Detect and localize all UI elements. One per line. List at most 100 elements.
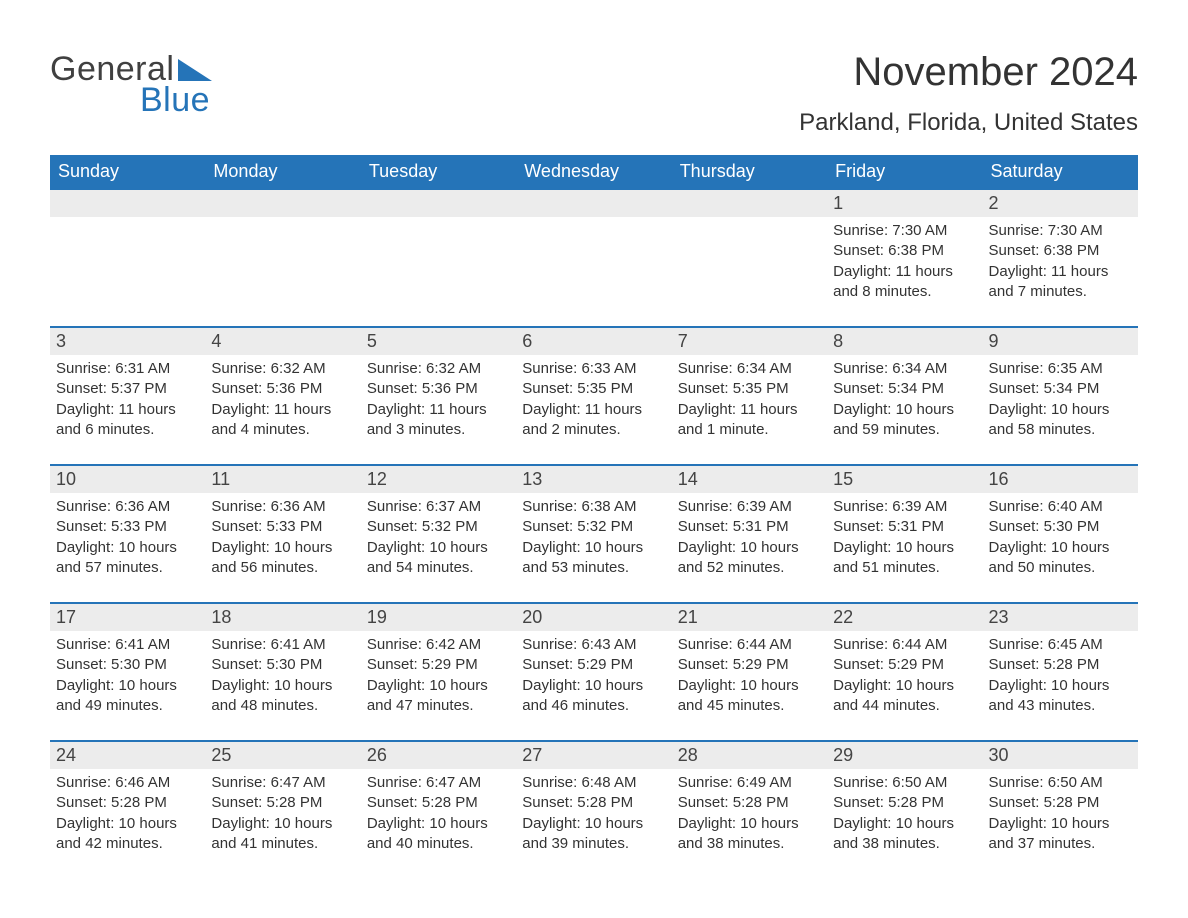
day-content: Sunrise: 6:39 AMSunset: 5:31 PMDaylight:… (672, 493, 827, 602)
daylight-text: Daylight: 11 hours and 1 minute. (678, 400, 821, 441)
week-row: 10Sunrise: 6:36 AMSunset: 5:33 PMDayligh… (50, 465, 1138, 603)
sunset-text: Sunset: 6:38 PM (989, 241, 1132, 261)
day-cell: 15Sunrise: 6:39 AMSunset: 5:31 PMDayligh… (827, 465, 982, 603)
week-row: 1Sunrise: 7:30 AMSunset: 6:38 PMDaylight… (50, 189, 1138, 327)
day-content: Sunrise: 6:47 AMSunset: 5:28 PMDaylight:… (361, 769, 516, 878)
brand-word2: Blue (140, 81, 212, 120)
empty-content (361, 217, 516, 307)
sunrise-text: Sunrise: 6:50 AM (833, 773, 976, 793)
day-content: Sunrise: 6:50 AMSunset: 5:28 PMDaylight:… (827, 769, 982, 878)
daylight-text: Daylight: 10 hours and 44 minutes. (833, 676, 976, 717)
sunset-text: Sunset: 5:28 PM (56, 793, 199, 813)
month-title: November 2024 (799, 50, 1138, 95)
daylight-text: Daylight: 10 hours and 54 minutes. (367, 538, 510, 579)
sunrise-text: Sunrise: 6:31 AM (56, 359, 199, 379)
dayheader-sunday: Sunday (50, 155, 205, 189)
day-number: 29 (827, 742, 982, 769)
sunrise-text: Sunrise: 6:36 AM (56, 497, 199, 517)
day-number: 27 (516, 742, 671, 769)
day-number: 25 (205, 742, 360, 769)
sunrise-text: Sunrise: 6:48 AM (522, 773, 665, 793)
sunrise-text: Sunrise: 6:41 AM (211, 635, 354, 655)
day-content: Sunrise: 6:35 AMSunset: 5:34 PMDaylight:… (983, 355, 1138, 464)
dayheader-tuesday: Tuesday (361, 155, 516, 189)
empty-content (50, 217, 205, 307)
sunset-text: Sunset: 5:32 PM (367, 517, 510, 537)
day-number: 28 (672, 742, 827, 769)
sunset-text: Sunset: 5:29 PM (833, 655, 976, 675)
daylight-text: Daylight: 10 hours and 49 minutes. (56, 676, 199, 717)
day-number: 26 (361, 742, 516, 769)
day-cell (205, 189, 360, 327)
day-content: Sunrise: 6:32 AMSunset: 5:36 PMDaylight:… (205, 355, 360, 464)
day-cell: 10Sunrise: 6:36 AMSunset: 5:33 PMDayligh… (50, 465, 205, 603)
day-content: Sunrise: 6:41 AMSunset: 5:30 PMDaylight:… (205, 631, 360, 740)
day-cell: 2Sunrise: 7:30 AMSunset: 6:38 PMDaylight… (983, 189, 1138, 327)
day-cell: 17Sunrise: 6:41 AMSunset: 5:30 PMDayligh… (50, 603, 205, 741)
day-number: 16 (983, 466, 1138, 493)
day-number: 18 (205, 604, 360, 631)
sunset-text: Sunset: 5:33 PM (56, 517, 199, 537)
day-content: Sunrise: 6:46 AMSunset: 5:28 PMDaylight:… (50, 769, 205, 878)
daylight-text: Daylight: 10 hours and 56 minutes. (211, 538, 354, 579)
day-cell: 21Sunrise: 6:44 AMSunset: 5:29 PMDayligh… (672, 603, 827, 741)
day-content: Sunrise: 6:47 AMSunset: 5:28 PMDaylight:… (205, 769, 360, 878)
sunrise-text: Sunrise: 6:34 AM (678, 359, 821, 379)
dayheader-thursday: Thursday (672, 155, 827, 189)
sunrise-text: Sunrise: 6:32 AM (211, 359, 354, 379)
day-number: 15 (827, 466, 982, 493)
daylight-text: Daylight: 10 hours and 46 minutes. (522, 676, 665, 717)
sunrise-text: Sunrise: 6:46 AM (56, 773, 199, 793)
sunset-text: Sunset: 5:31 PM (678, 517, 821, 537)
sunrise-text: Sunrise: 6:44 AM (833, 635, 976, 655)
sunrise-text: Sunrise: 6:32 AM (367, 359, 510, 379)
sunrise-text: Sunrise: 6:41 AM (56, 635, 199, 655)
day-cell: 28Sunrise: 6:49 AMSunset: 5:28 PMDayligh… (672, 741, 827, 878)
location: Parkland, Florida, United States (799, 109, 1138, 137)
day-number: 4 (205, 328, 360, 355)
daylight-text: Daylight: 11 hours and 6 minutes. (56, 400, 199, 441)
sunset-text: Sunset: 5:28 PM (367, 793, 510, 813)
sunset-text: Sunset: 5:37 PM (56, 379, 199, 399)
daylight-text: Daylight: 11 hours and 4 minutes. (211, 400, 354, 441)
day-number: 6 (516, 328, 671, 355)
day-content: Sunrise: 6:45 AMSunset: 5:28 PMDaylight:… (983, 631, 1138, 740)
day-cell: 11Sunrise: 6:36 AMSunset: 5:33 PMDayligh… (205, 465, 360, 603)
week-row: 24Sunrise: 6:46 AMSunset: 5:28 PMDayligh… (50, 741, 1138, 878)
day-cell: 16Sunrise: 6:40 AMSunset: 5:30 PMDayligh… (983, 465, 1138, 603)
daylight-text: Daylight: 11 hours and 7 minutes. (989, 262, 1132, 303)
sunset-text: Sunset: 5:30 PM (211, 655, 354, 675)
sunset-text: Sunset: 5:29 PM (367, 655, 510, 675)
daylight-text: Daylight: 10 hours and 41 minutes. (211, 814, 354, 855)
daylight-text: Daylight: 10 hours and 42 minutes. (56, 814, 199, 855)
sunset-text: Sunset: 5:30 PM (56, 655, 199, 675)
day-content: Sunrise: 6:40 AMSunset: 5:30 PMDaylight:… (983, 493, 1138, 602)
daylight-text: Daylight: 10 hours and 47 minutes. (367, 676, 510, 717)
day-cell: 7Sunrise: 6:34 AMSunset: 5:35 PMDaylight… (672, 327, 827, 465)
sunset-text: Sunset: 5:28 PM (678, 793, 821, 813)
day-cell: 1Sunrise: 7:30 AMSunset: 6:38 PMDaylight… (827, 189, 982, 327)
sunset-text: Sunset: 5:36 PM (211, 379, 354, 399)
empty-daynum (361, 190, 516, 217)
day-cell: 29Sunrise: 6:50 AMSunset: 5:28 PMDayligh… (827, 741, 982, 878)
day-cell: 19Sunrise: 6:42 AMSunset: 5:29 PMDayligh… (361, 603, 516, 741)
day-content: Sunrise: 6:42 AMSunset: 5:29 PMDaylight:… (361, 631, 516, 740)
daylight-text: Daylight: 10 hours and 52 minutes. (678, 538, 821, 579)
flag-icon (178, 59, 212, 81)
day-cell: 6Sunrise: 6:33 AMSunset: 5:35 PMDaylight… (516, 327, 671, 465)
day-cell: 14Sunrise: 6:39 AMSunset: 5:31 PMDayligh… (672, 465, 827, 603)
day-content: Sunrise: 6:44 AMSunset: 5:29 PMDaylight:… (672, 631, 827, 740)
day-content: Sunrise: 6:49 AMSunset: 5:28 PMDaylight:… (672, 769, 827, 878)
daylight-text: Daylight: 10 hours and 40 minutes. (367, 814, 510, 855)
day-number: 23 (983, 604, 1138, 631)
daylight-text: Daylight: 10 hours and 51 minutes. (833, 538, 976, 579)
day-cell: 23Sunrise: 6:45 AMSunset: 5:28 PMDayligh… (983, 603, 1138, 741)
week-row: 3Sunrise: 6:31 AMSunset: 5:37 PMDaylight… (50, 327, 1138, 465)
day-cell: 22Sunrise: 6:44 AMSunset: 5:29 PMDayligh… (827, 603, 982, 741)
day-cell (50, 189, 205, 327)
day-number: 12 (361, 466, 516, 493)
dayheader-saturday: Saturday (983, 155, 1138, 189)
day-number: 8 (827, 328, 982, 355)
brand-logo: General Blue (50, 50, 212, 120)
day-content: Sunrise: 6:39 AMSunset: 5:31 PMDaylight:… (827, 493, 982, 602)
